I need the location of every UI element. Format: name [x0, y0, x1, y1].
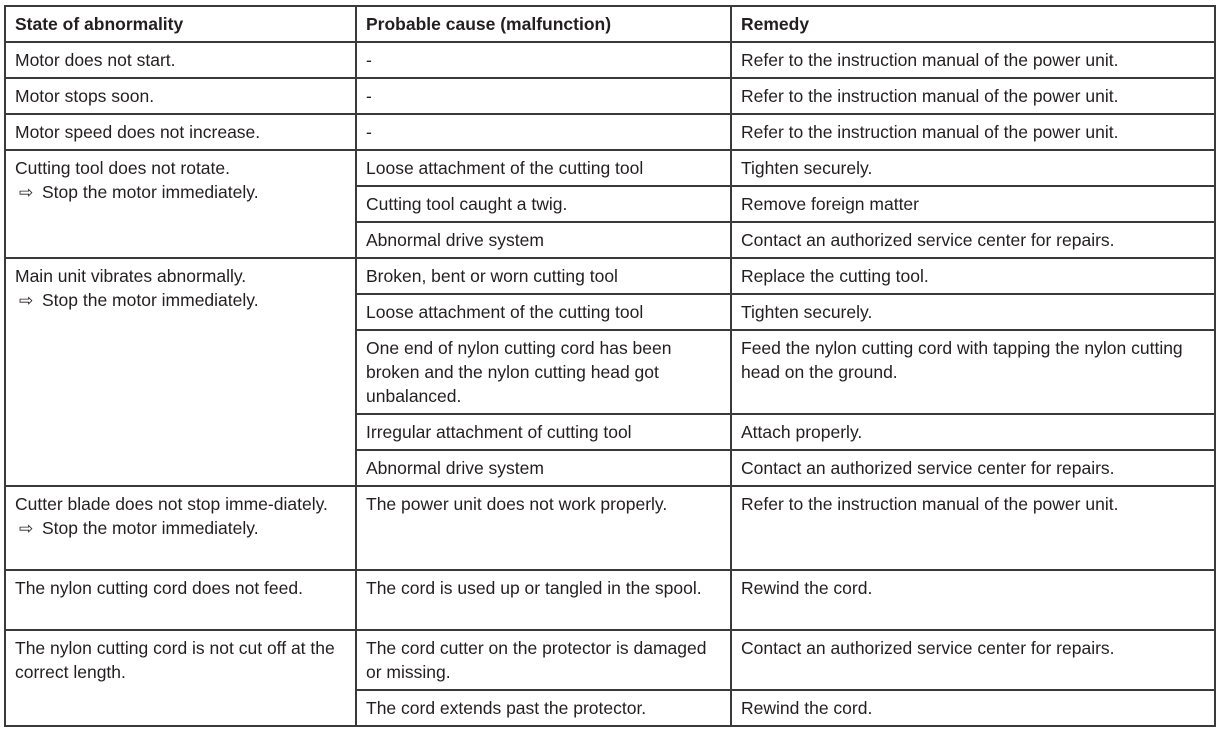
remedy-cell: Refer to the instruction manual of the p… [730, 77, 1216, 115]
remedy-cell: Contact an authorized service center for… [730, 221, 1216, 259]
remedy-cell: Contact an authorized service center for… [730, 629, 1216, 691]
remedy-cell: Refer to the instruction manual of the p… [730, 485, 1216, 571]
cause-cell: Loose attachment of the cutting tool [355, 149, 732, 187]
table-row: The cord extends past the protector. Rew… [5, 689, 1216, 727]
table-row: Main unit vibrates abnormally. ⇨ Stop the… [4, 257, 1216, 487]
cause-cell: The cord extends past the protector. [355, 689, 732, 727]
cause-cell: Loose attachment of the cutting tool [355, 293, 732, 331]
table-row: One end of nylon cutting cord has been b… [5, 329, 1216, 415]
state-text: Cutter blade does not stop imme-diately. [15, 494, 328, 514]
warning-note: ⇨ Stop the motor immediately. [15, 288, 346, 313]
arrow-right-icon: ⇨ [19, 291, 34, 310]
remedy-cell: Feed the nylon cutting cord with tapping… [730, 329, 1216, 415]
table-row: Irregular attachment of cutting tool Att… [5, 413, 1216, 451]
arrow-right-icon: ⇨ [19, 519, 34, 538]
cause-cell: - [355, 77, 732, 115]
cause-cell: The cord is used up or tangled in the sp… [355, 569, 732, 631]
cause-cell: Abnormal drive system [355, 449, 732, 487]
cause-cell: Cutting tool caught a twig. [355, 185, 732, 223]
remedy-cell: Replace the cutting tool. [730, 257, 1216, 295]
state-cell: Motor stops soon. [4, 77, 357, 115]
remedy-cell: Contact an authorized service center for… [730, 449, 1216, 487]
state-text: Cutting tool does not rotate. [15, 158, 230, 178]
header-cause: Probable cause (malfunction) [355, 5, 732, 43]
table-row: Loose attachment of the cutting tool Tig… [5, 293, 1216, 331]
remedy-cell: Tighten securely. [730, 293, 1216, 331]
warning-note: ⇨ Stop the motor immediately. [15, 516, 346, 541]
state-cell: Main unit vibrates abnormally. ⇨ Stop the… [4, 257, 357, 487]
remedy-cell: Refer to the instruction manual of the p… [730, 41, 1216, 79]
note-text: Stop the motor immediately. [42, 290, 259, 310]
table-row: Abnormal drive system Contact an authori… [5, 221, 1216, 259]
table-row: Cutting tool does not rotate. ⇨ Stop the … [4, 149, 1216, 259]
warning-note: ⇨ Stop the motor immediately. [15, 180, 346, 205]
state-cell: Motor speed does not increase. [4, 113, 357, 151]
table-row: Motor speed does not increase. - Refer t… [4, 113, 1216, 151]
remedy-cell: Tighten securely. [730, 149, 1216, 187]
cause-cell: Broken, bent or worn cutting tool [355, 257, 732, 295]
table-row: The nylon cutting cord does not feed. Th… [4, 569, 1216, 631]
cause-cell: The power unit does not work properly. [355, 485, 732, 571]
table-row: Cutting tool caught a twig. Remove forei… [5, 185, 1216, 223]
state-cell: Cutting tool does not rotate. ⇨ Stop the … [4, 149, 357, 259]
troubleshooting-table: State of abnormality Probable cause (mal… [4, 5, 1216, 727]
table-row: Motor stops soon. - Refer to the instruc… [4, 77, 1216, 115]
remedy-cell: Rewind the cord. [730, 569, 1216, 631]
state-cell: Cutter blade does not stop imme-diately.… [4, 485, 357, 571]
header-state: State of abnormality [4, 5, 357, 43]
state-text: Main unit vibrates abnormally. [15, 266, 247, 286]
state-cell: Motor does not start. [4, 41, 357, 79]
cause-cell: Irregular attachment of cutting tool [355, 413, 732, 451]
table-row: Cutter blade does not stop imme-diately.… [4, 485, 1216, 571]
cause-cell: One end of nylon cutting cord has been b… [355, 329, 732, 415]
remedy-cell: Rewind the cord. [730, 689, 1216, 727]
arrow-right-icon: ⇨ [19, 183, 34, 202]
cause-cell: Abnormal drive system [355, 221, 732, 259]
header-remedy: Remedy [730, 5, 1216, 43]
state-cell: The nylon cutting cord is not cut off at… [4, 629, 357, 727]
table-row: Motor does not start. - Refer to the ins… [4, 41, 1216, 79]
table-row: The nylon cutting cord is not cut off at… [4, 629, 1216, 727]
remedy-cell: Attach properly. [730, 413, 1216, 451]
header-row: State of abnormality Probable cause (mal… [4, 5, 1216, 43]
cause-cell: The cord cutter on the protector is dama… [355, 629, 732, 691]
note-text: Stop the motor immediately. [42, 182, 259, 202]
cause-cell: - [355, 41, 732, 79]
state-cell: The nylon cutting cord does not feed. [4, 569, 357, 631]
remedy-cell: Remove foreign matter [730, 185, 1216, 223]
remedy-cell: Refer to the instruction manual of the p… [730, 113, 1216, 151]
note-text: Stop the motor immediately. [42, 518, 259, 538]
cause-cell: - [355, 113, 732, 151]
table-row: Abnormal drive system Contact an authori… [5, 449, 1216, 487]
